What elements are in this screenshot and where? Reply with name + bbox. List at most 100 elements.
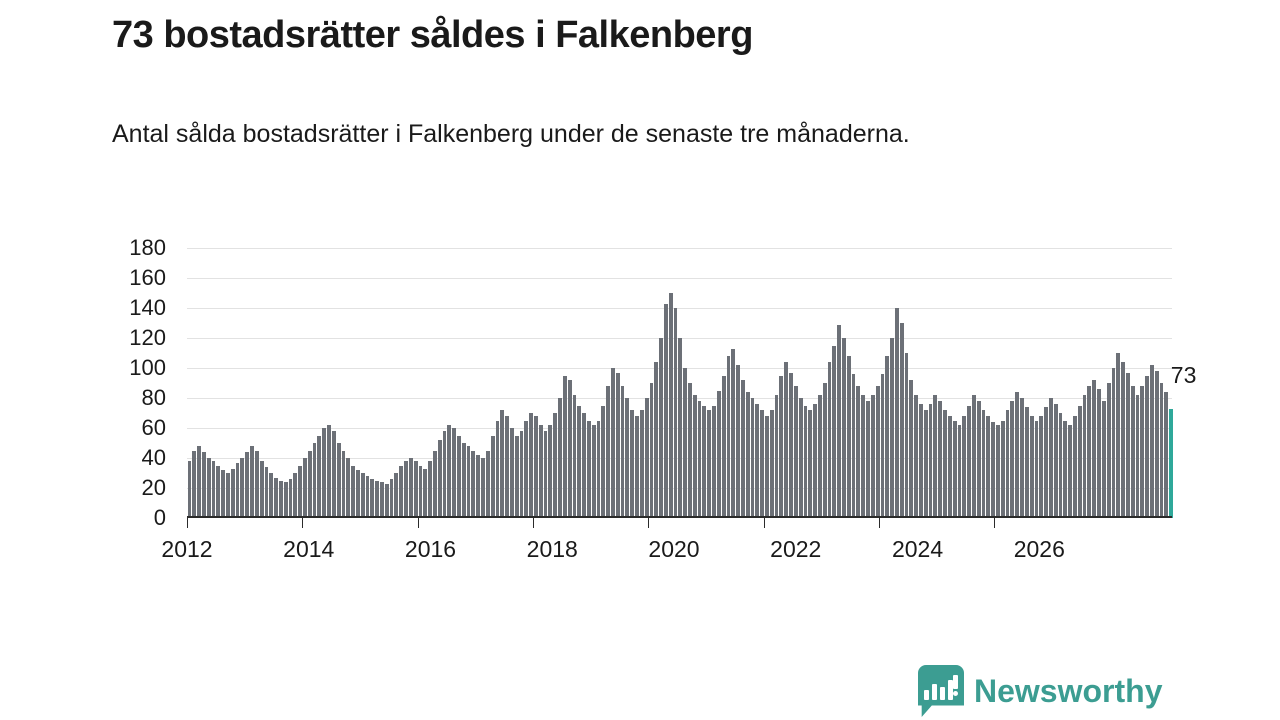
bar[interactable] (476, 455, 480, 518)
bar[interactable] (1140, 386, 1144, 518)
bar[interactable] (197, 446, 201, 518)
bar[interactable] (188, 461, 192, 518)
bar[interactable] (409, 458, 413, 518)
bar[interactable] (375, 481, 379, 519)
bar[interactable] (625, 398, 629, 518)
bar[interactable] (394, 473, 398, 518)
bar[interactable] (351, 466, 355, 519)
bar[interactable] (216, 466, 220, 519)
bar[interactable] (361, 473, 365, 518)
bar[interactable] (1087, 386, 1091, 518)
bar[interactable] (582, 413, 586, 518)
bar[interactable] (924, 410, 928, 518)
bar[interactable] (890, 338, 894, 518)
bar[interactable] (1155, 371, 1159, 518)
bar[interactable] (399, 466, 403, 519)
bar[interactable] (500, 410, 504, 518)
bar[interactable] (419, 466, 423, 519)
bar[interactable] (1116, 353, 1120, 518)
bar[interactable] (313, 443, 317, 518)
bar[interactable] (548, 425, 552, 518)
bar[interactable] (736, 365, 740, 518)
bar[interactable] (962, 416, 966, 518)
bar[interactable] (568, 380, 572, 518)
bar[interactable] (1102, 401, 1106, 518)
bar[interactable] (909, 380, 913, 518)
bar[interactable] (385, 484, 389, 519)
bar[interactable] (789, 373, 793, 519)
bar[interactable] (457, 436, 461, 519)
bar[interactable] (1059, 413, 1063, 518)
bar[interactable] (828, 362, 832, 518)
bar[interactable] (977, 401, 981, 518)
bar[interactable] (443, 431, 447, 518)
bar[interactable] (342, 451, 346, 519)
bar[interactable] (751, 398, 755, 518)
bar[interactable] (496, 421, 500, 519)
bar[interactable] (1164, 392, 1168, 518)
bar[interactable] (1078, 406, 1082, 519)
bar[interactable] (366, 476, 370, 518)
bar[interactable] (712, 406, 716, 519)
bar[interactable] (226, 473, 230, 518)
bar[interactable] (1035, 421, 1039, 519)
bar[interactable] (650, 383, 654, 518)
bar[interactable] (414, 461, 418, 518)
bar[interactable] (905, 353, 909, 518)
bar[interactable] (861, 395, 865, 518)
bar[interactable] (346, 458, 350, 518)
bar[interactable] (553, 413, 557, 518)
bar[interactable] (688, 383, 692, 518)
bar[interactable] (707, 410, 711, 518)
bar[interactable] (515, 436, 519, 519)
bar[interactable] (823, 383, 827, 518)
bar[interactable] (630, 410, 634, 518)
bar[interactable] (943, 410, 947, 518)
bar[interactable] (837, 325, 841, 519)
bar[interactable] (534, 416, 538, 518)
bar[interactable] (1121, 362, 1125, 518)
bar[interactable] (818, 395, 822, 518)
bar[interactable] (577, 406, 581, 519)
bar[interactable] (765, 416, 769, 518)
bar[interactable] (760, 410, 764, 518)
bar[interactable] (804, 406, 808, 519)
bar[interactable] (1010, 401, 1014, 518)
bar[interactable] (289, 479, 293, 518)
bar[interactable] (587, 421, 591, 519)
bar[interactable] (1160, 383, 1164, 518)
bar[interactable] (1039, 416, 1043, 518)
highlighted-bar[interactable] (1169, 409, 1173, 519)
bar[interactable] (592, 425, 596, 518)
bar[interactable] (597, 421, 601, 519)
bar[interactable] (1136, 395, 1140, 518)
plot-area[interactable]: 73 (187, 248, 1172, 518)
bar[interactable] (438, 440, 442, 518)
bar[interactable] (520, 431, 524, 518)
bar[interactable] (1126, 373, 1130, 519)
bar[interactable] (885, 356, 889, 518)
bar[interactable] (900, 323, 904, 518)
bar[interactable] (1107, 383, 1111, 518)
bar[interactable] (284, 482, 288, 518)
bar[interactable] (250, 446, 254, 518)
bar[interactable] (1025, 407, 1029, 518)
bar[interactable] (231, 469, 235, 519)
bar[interactable] (510, 428, 514, 518)
bar[interactable] (1083, 395, 1087, 518)
bar[interactable] (221, 470, 225, 518)
bar[interactable] (929, 404, 933, 518)
bar[interactable] (635, 416, 639, 518)
bar[interactable] (683, 368, 687, 518)
bar[interactable] (953, 421, 957, 519)
bar[interactable] (404, 461, 408, 518)
bar[interactable] (698, 401, 702, 518)
bar[interactable] (741, 380, 745, 518)
bar[interactable] (1097, 389, 1101, 518)
bar[interactable] (236, 463, 240, 519)
bar[interactable] (881, 374, 885, 518)
bar[interactable] (471, 451, 475, 519)
bar[interactable] (544, 431, 548, 518)
bar[interactable] (1054, 404, 1058, 518)
bar[interactable] (982, 410, 986, 518)
